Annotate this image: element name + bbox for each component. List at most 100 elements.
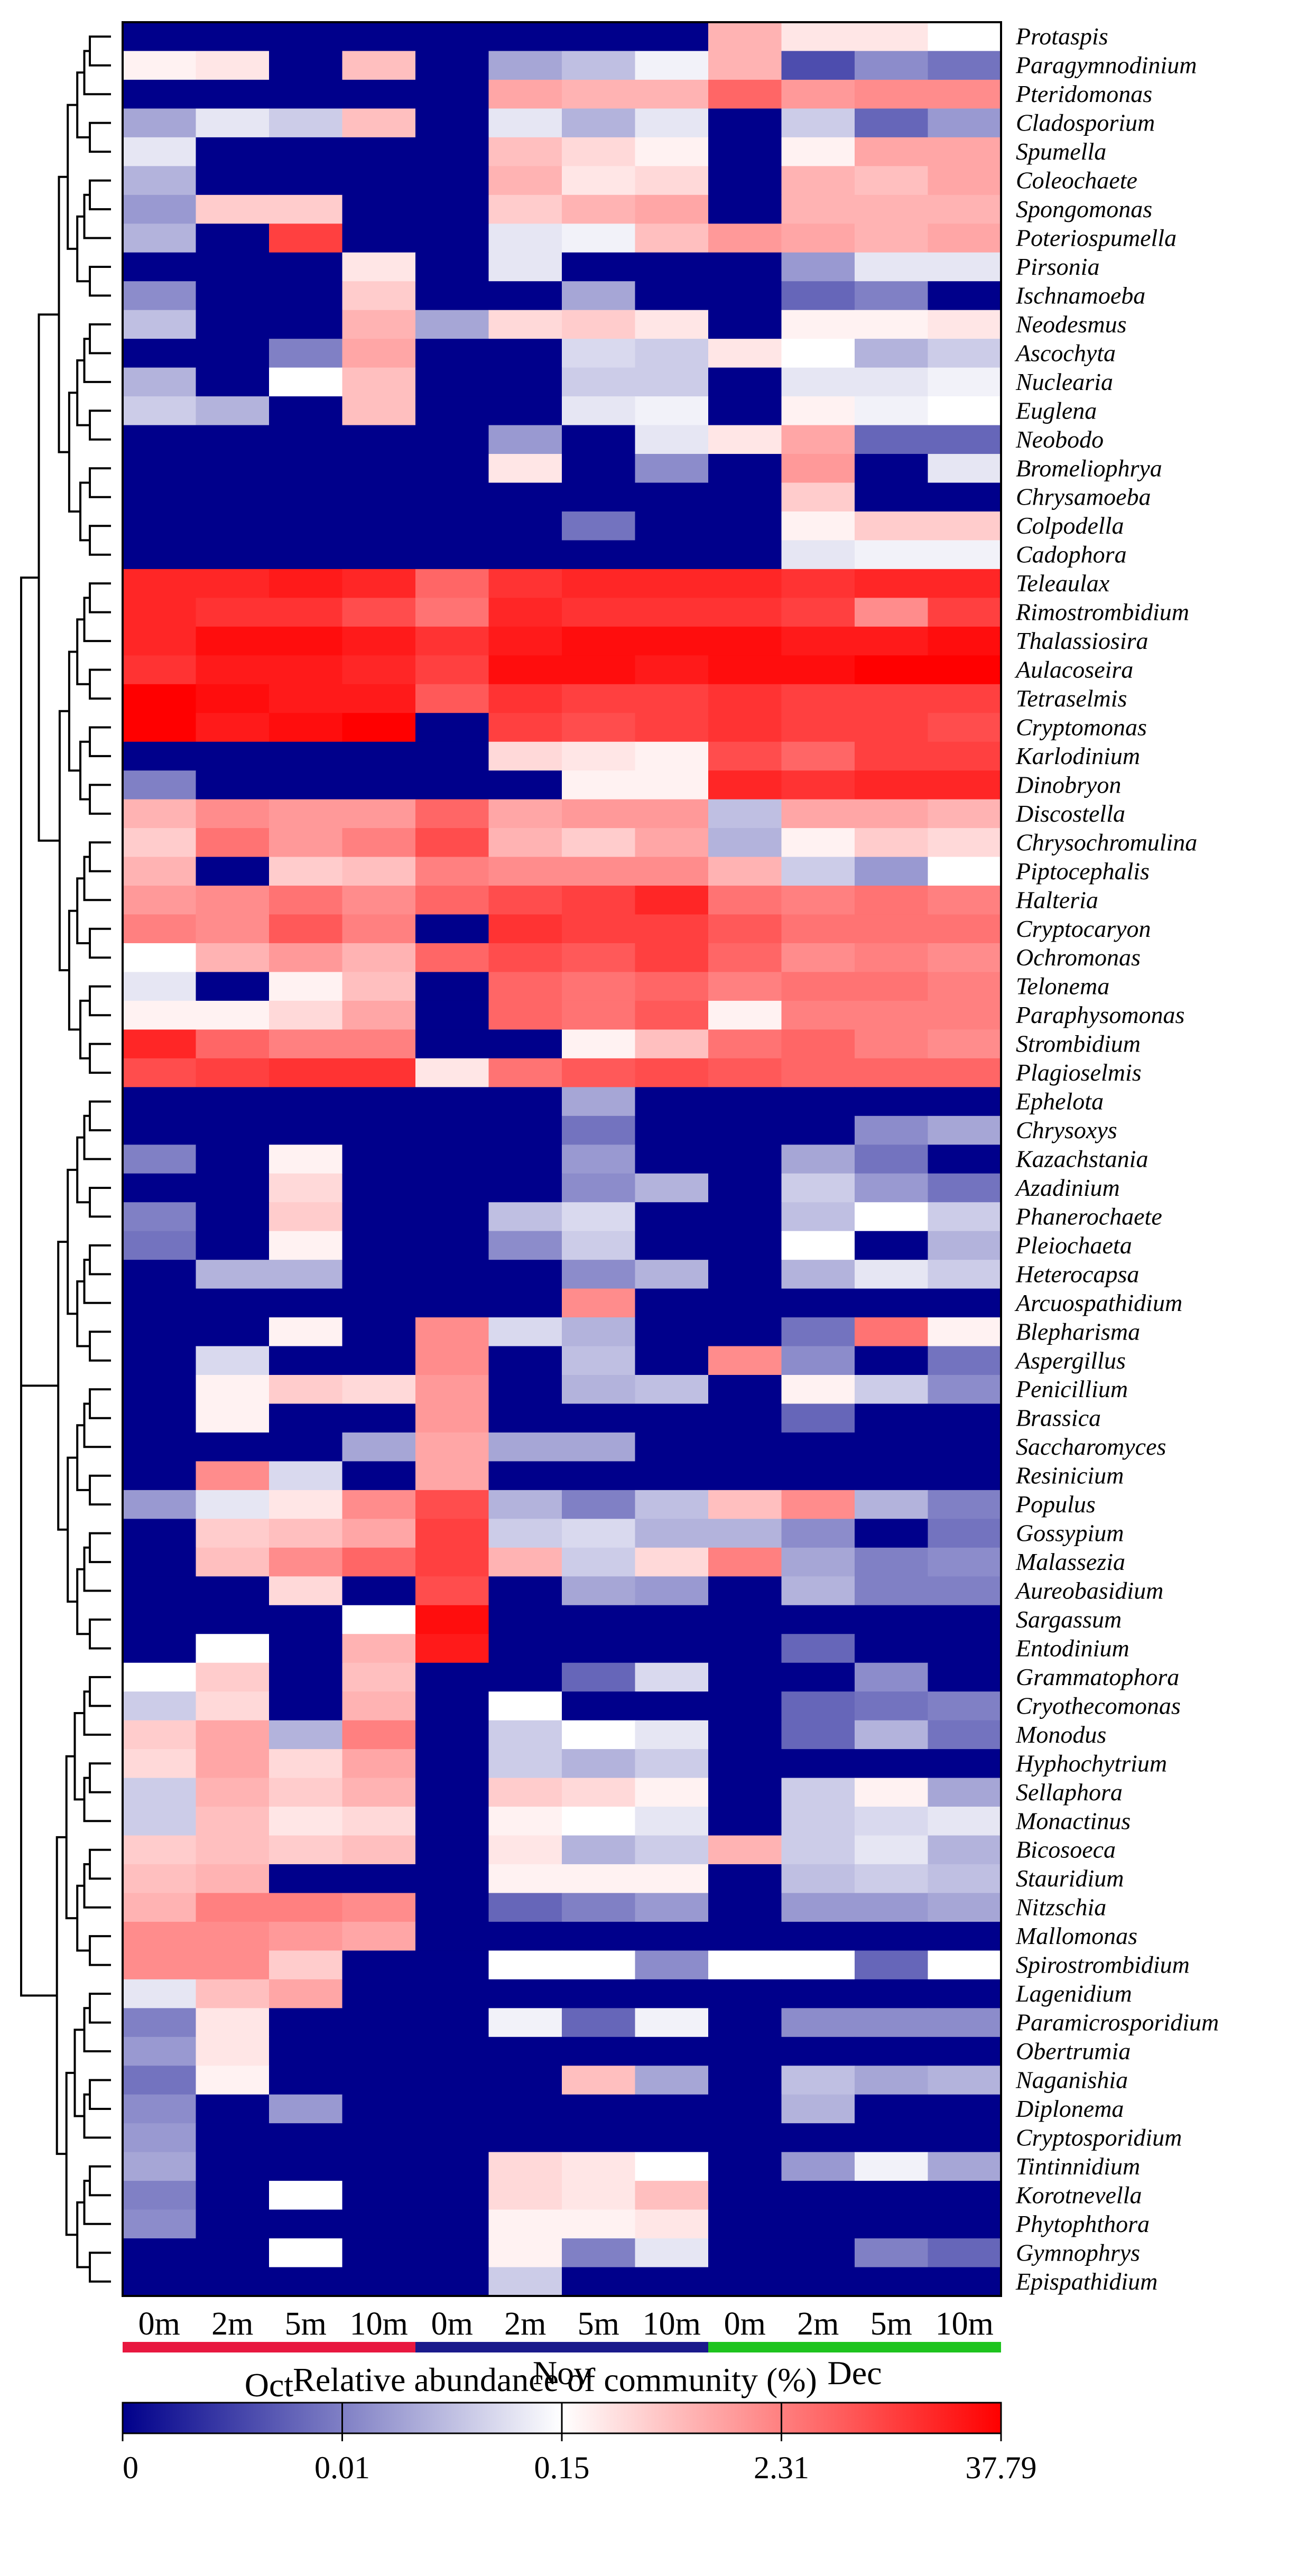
heatmap-cell [269, 1375, 343, 1405]
heatmap-cell [488, 1145, 562, 1174]
heatmap-cell [635, 1720, 709, 1750]
row-label: Chrysochromulina [1016, 829, 1197, 855]
heatmap-cell [415, 425, 489, 454]
heatmap-cell [708, 2152, 782, 2181]
heatmap-cell [342, 224, 416, 253]
heatmap-cell [269, 1749, 343, 1779]
heatmap-cell [562, 482, 636, 512]
heatmap-cell [196, 828, 270, 858]
heatmap-cell [855, 1864, 929, 1894]
heatmap-cell [342, 2036, 416, 2066]
heatmap-cell [415, 828, 489, 858]
heatmap-cell [928, 943, 1002, 973]
heatmap-cell [269, 684, 343, 713]
heatmap-cell [855, 598, 929, 627]
heatmap-cell [488, 1835, 562, 1865]
heatmap-cell [269, 511, 343, 541]
heatmap-cell [415, 598, 489, 627]
heatmap-cell [562, 1173, 636, 1203]
colorbar-tick-label: 2.31 [754, 2450, 809, 2485]
dendrogram-branch [89, 35, 111, 67]
heatmap-cell [635, 1029, 709, 1059]
heatmap-cell [562, 770, 636, 800]
heatmap-cell [123, 425, 197, 454]
heatmap-cell [781, 1835, 855, 1865]
heatmap-cell [855, 713, 929, 742]
heatmap-cell [708, 2267, 782, 2296]
heatmap-cell [708, 1087, 782, 1117]
heatmap-cell [269, 741, 343, 771]
heatmap-cell [415, 224, 489, 253]
heatmap-cell [415, 1662, 489, 1692]
heatmap-cell [928, 79, 1002, 109]
heatmap-cell [928, 1288, 1002, 1318]
heatmap-cell [855, 1346, 929, 1375]
heatmap-cell [488, 1375, 562, 1405]
heatmap-cell [269, 1778, 343, 1807]
heatmap-cell [196, 2123, 270, 2153]
heatmap-cell [342, 972, 416, 1001]
heatmap-cell [342, 1835, 416, 1865]
heatmap-cell [708, 713, 782, 742]
heatmap-cell [342, 1115, 416, 1145]
heatmap-cell [562, 1000, 636, 1030]
heatmap-cell [196, 1173, 270, 1203]
dendrogram-branch [57, 1241, 68, 1531]
heatmap-cell [781, 770, 855, 800]
row-label: Cryptomonas [1016, 714, 1147, 741]
heatmap-cell [781, 1317, 855, 1347]
heatmap-cell [855, 51, 929, 80]
heatmap-cell [342, 1691, 416, 1721]
heatmap-cell [928, 396, 1002, 426]
heatmap-cell [488, 1519, 562, 1548]
heatmap-cell [123, 1058, 197, 1087]
heatmap-cell [635, 828, 709, 858]
heatmap-cell [123, 511, 197, 541]
heatmap-cell [269, 1864, 343, 1894]
heatmap-cell [342, 914, 416, 944]
heatmap-cell [781, 194, 855, 224]
heatmap-cell [196, 1432, 270, 1462]
heatmap-cell [781, 943, 855, 973]
heatmap-cell [269, 1691, 343, 1721]
heatmap-cell [562, 1202, 636, 1232]
heatmap-cell [635, 972, 709, 1001]
heatmap-cell [196, 770, 270, 800]
heatmap-cell [781, 511, 855, 541]
heatmap-cell [123, 2094, 197, 2124]
heatmap-cell [635, 1375, 709, 1405]
heatmap-cell [342, 2267, 416, 2296]
heatmap-cell [708, 425, 782, 454]
heatmap-cell [342, 1807, 416, 1836]
heatmap-cell [415, 1605, 489, 1634]
heatmap-cell [196, 1288, 270, 1318]
heatmap-cell [196, 1000, 270, 1030]
heatmap-cell [196, 886, 270, 915]
row-label: Heterocapsa [1015, 1260, 1139, 1287]
heatmap-cell [562, 741, 636, 771]
row-labels: ProtaspisParagymnodiniumPteridomonasClad… [1014, 23, 1219, 2295]
heatmap-cell [269, 194, 343, 224]
row-label: Teleaulax [1016, 570, 1110, 597]
heatmap-cell [488, 224, 562, 253]
heatmap-cell [488, 741, 562, 771]
dendrogram-branch [89, 1676, 111, 1707]
heatmap-cell [635, 2094, 709, 2124]
heatmap-cell [123, 943, 197, 973]
heatmap-cell [562, 2267, 636, 2296]
row-label: Neobodo [1015, 426, 1104, 453]
heatmap-cell [123, 1346, 197, 1375]
heatmap-cell [342, 1202, 416, 1232]
heatmap-cell [781, 137, 855, 166]
heatmap-cell [342, 943, 416, 973]
heatmap-cell [708, 137, 782, 166]
heatmap-cell [342, 741, 416, 771]
heatmap-cell [196, 655, 270, 685]
heatmap-cell [196, 1029, 270, 1059]
heatmap-cell [415, 770, 489, 800]
row-label: Pleiochaeta [1015, 1232, 1132, 1259]
heatmap-cell [342, 1461, 416, 1491]
heatmap-cell [855, 741, 929, 771]
heatmap-cell [488, 454, 562, 483]
heatmap-cell [928, 2066, 1002, 2095]
